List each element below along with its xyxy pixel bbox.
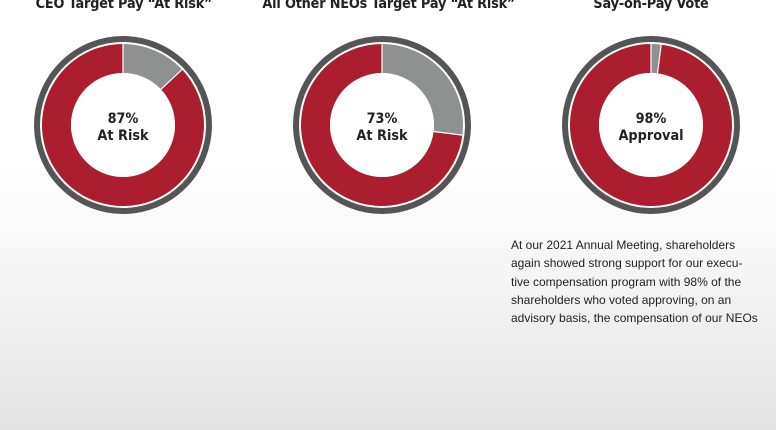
ceo-center-hole <box>71 73 175 177</box>
neo-donut-chart <box>293 36 471 214</box>
say-on-pay-center-value: 98% <box>635 111 667 127</box>
say-on-pay-chart-title: Say-on-Pay Vote <box>593 0 709 12</box>
neo-center-value: 73% <box>366 111 398 127</box>
ceo-center-label: 87% At Risk <box>68 111 178 145</box>
neo-slice-separator-1 <box>432 130 464 136</box>
neo-center-label: 73% At Risk <box>327 111 437 145</box>
say-on-pay-slice-separator-1 <box>656 43 662 75</box>
ceo-center-value: 87% <box>107 111 139 127</box>
ceo-slice-0 <box>41 44 204 207</box>
say-on-pay-slice-1 <box>651 44 662 74</box>
ceo-slice-1 <box>123 44 183 90</box>
neo-chart-title: All Other NEOs Target Pay “At Risk” <box>262 0 516 12</box>
say-on-pay-center-label: 98% Approval <box>596 111 706 145</box>
neo-slice-1 <box>382 44 463 136</box>
ceo-slice-separator-1 <box>159 68 184 91</box>
ceo-outer-ring <box>34 36 212 214</box>
say-on-pay-note: At our 2021 Annual Meeting, shareholders… <box>511 238 758 326</box>
say-on-pay-donut-chart <box>562 36 740 214</box>
ceo-chart-title: CEO Target Pay “At Risk” <box>35 0 213 12</box>
say-on-pay-outer-ring <box>562 36 740 214</box>
say-on-pay-center-text: Approval <box>618 128 684 144</box>
say-on-pay-center-hole <box>599 73 703 177</box>
ceo-center-text: At Risk <box>97 128 149 144</box>
neo-center-hole <box>330 73 434 177</box>
say-on-pay-slice-0 <box>570 44 732 206</box>
neo-center-text: At Risk <box>356 128 408 144</box>
neo-outer-ring <box>293 36 471 214</box>
ceo-donut-chart <box>34 36 212 214</box>
neo-slice-0 <box>301 44 463 207</box>
